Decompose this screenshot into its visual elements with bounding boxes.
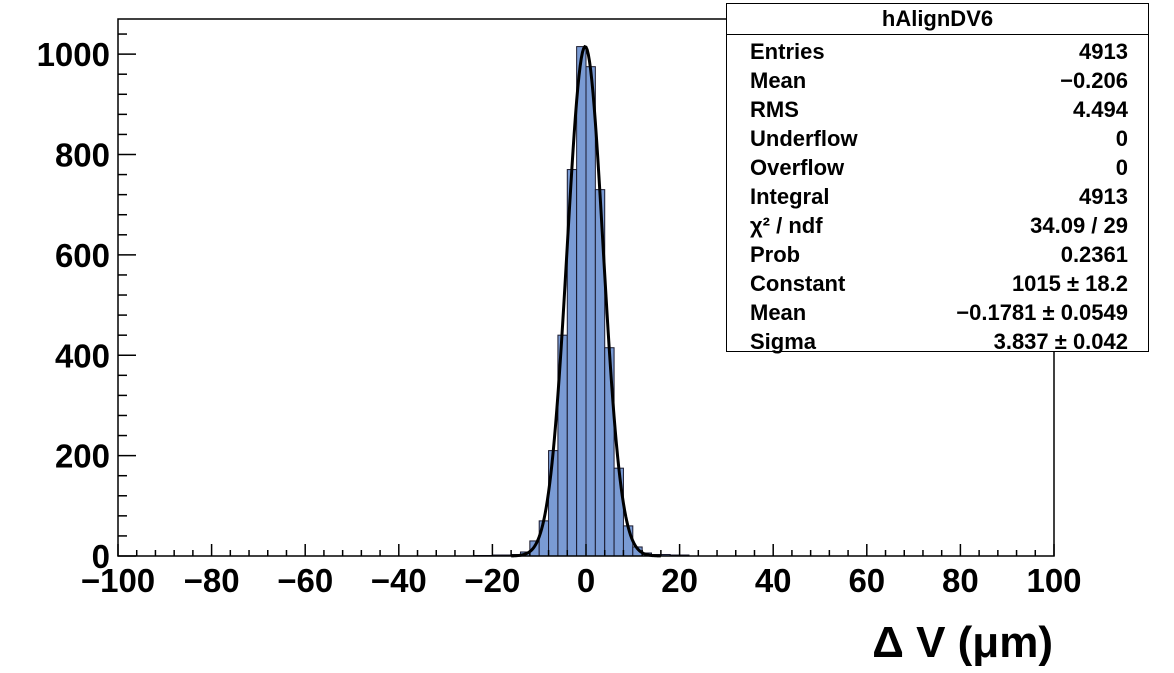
y-tick-label: 600: [55, 237, 110, 274]
x-tick-label: 40: [755, 562, 792, 599]
gaussian-fit-curve: [511, 44, 661, 558]
stats-row: Overflow 0: [750, 153, 1128, 182]
y-tick-label: 400: [55, 337, 110, 374]
x-tick-label: −80: [184, 562, 240, 599]
y-tick-label: 800: [55, 137, 110, 174]
stats-row-label: Integral: [750, 184, 830, 209]
stats-row-value: 0: [1115, 126, 1128, 151]
stats-row-label: RMS: [750, 97, 799, 122]
x-tick-label: −40: [371, 562, 427, 599]
x-tick-label: 20: [661, 562, 698, 599]
x-axis-title: Δ V (μm): [872, 618, 1053, 667]
stats-row-label: Mean: [750, 300, 807, 325]
stats-box: hAlignDV6 Entries 4913 Mean −0.206 RMS 4.494 U…: [726, 3, 1149, 354]
stats-row-value: 3.837 ± 0.042: [993, 329, 1128, 354]
stats-row-value: 4.494: [1072, 97, 1128, 122]
stats-row-label: Overflow: [750, 155, 845, 180]
histogram-bars: [473, 46, 690, 557]
histogram-bar: [585, 66, 596, 557]
stats-row: Mean −0.1781 ± 0.0549: [750, 298, 1128, 327]
axis-ticks: [117, 33, 1055, 557]
stats-row-value: 34.09 / 29: [1030, 213, 1128, 238]
histogram-bar: [548, 450, 559, 557]
x-tick-label: −60: [277, 562, 333, 599]
stats-row-label: χ² / ndf: [750, 213, 823, 238]
stats-row-value: 4913: [1079, 184, 1128, 209]
stats-row: Sigma 3.837 ± 0.042: [750, 327, 1128, 356]
stats-row-label: Entries: [750, 39, 825, 64]
x-tick-label: 60: [848, 562, 885, 599]
stats-row: Prob 0.2361: [750, 240, 1128, 269]
stats-row-label: Prob: [750, 242, 801, 267]
stats-row-value: −0.1781 ± 0.0549: [956, 300, 1128, 325]
stats-row-label: Mean: [750, 68, 807, 93]
stats-row-value: 1015 ± 18.2: [1011, 271, 1128, 296]
x-tick-label: −100: [81, 562, 155, 599]
stats-row-value: 4913: [1079, 39, 1128, 64]
x-axis-tick-labels: −100 −80 −60 −40 −20 0 20 40 60 80 100: [81, 562, 1082, 599]
stats-row: χ² / ndf 34.09 / 29: [750, 211, 1128, 240]
stats-row-value: 0: [1115, 155, 1128, 180]
stats-row: Underflow 0: [750, 124, 1128, 153]
y-axis-tick-labels: 0 200 400 600 800 1000: [37, 36, 110, 575]
stats-rows: Entries 4913 Mean −0.206 RMS 4.494 Underflow 0 O…: [727, 35, 1148, 356]
stats-row: Mean −0.206: [750, 66, 1128, 95]
stats-row: Entries 4913: [750, 37, 1128, 66]
y-tick-label: 0: [92, 538, 110, 575]
x-tick-label: 100: [1026, 562, 1081, 599]
stats-row-value: −0.206: [1060, 68, 1128, 93]
y-tick-label: 1000: [37, 36, 110, 73]
stats-box-title: hAlignDV6: [727, 4, 1148, 35]
stats-row-value: 0.2361: [1060, 242, 1128, 267]
stats-row: Integral 4913: [750, 182, 1128, 211]
y-tick-label: 200: [55, 438, 110, 475]
stats-row-label: Underflow: [750, 126, 858, 151]
x-tick-label: −20: [464, 562, 520, 599]
stats-row-label: Sigma: [750, 329, 817, 354]
histogram-bar: [576, 46, 587, 557]
x-tick-label: 80: [942, 562, 979, 599]
x-tick-label: 0: [577, 562, 595, 599]
stats-row: Constant 1015 ± 18.2: [750, 269, 1128, 298]
stats-row: RMS 4.494: [750, 95, 1128, 124]
stats-row-label: Constant: [750, 271, 846, 296]
histogram-bar: [613, 467, 624, 557]
